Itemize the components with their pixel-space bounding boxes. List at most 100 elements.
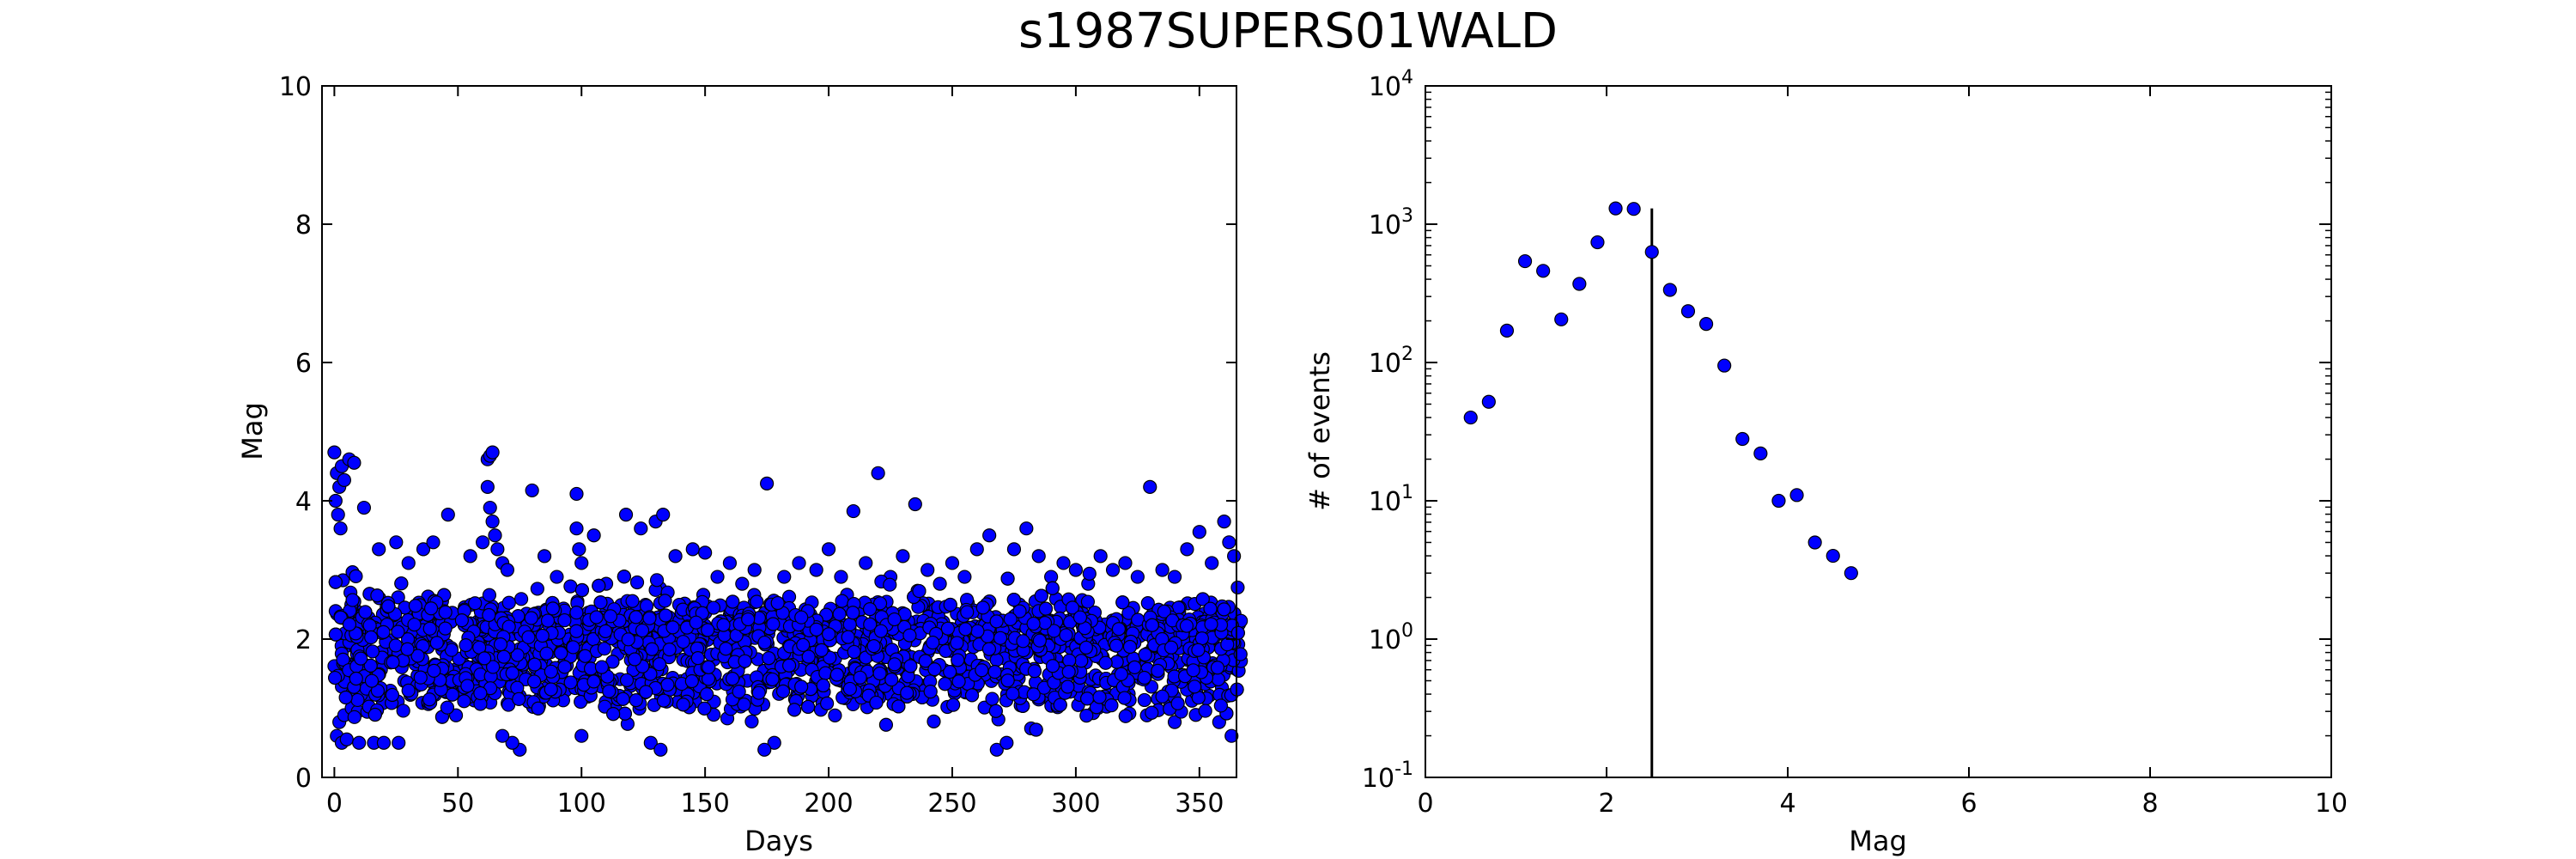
scatter-point — [938, 677, 952, 691]
scatter-point — [1026, 616, 1041, 631]
scatter-point — [338, 690, 353, 705]
scatter-point — [1170, 696, 1185, 710]
scatter-point — [358, 605, 373, 619]
scatter-point — [505, 735, 519, 750]
scatter-point — [485, 515, 500, 529]
scatter-x-tick-label: 100 — [557, 789, 606, 819]
scatter-point — [413, 670, 428, 685]
scatter-point — [557, 660, 572, 674]
scatter-point — [794, 679, 809, 694]
scatter-point — [652, 657, 667, 672]
scatter-y-tick-label: 2 — [295, 625, 312, 655]
scatter-point — [635, 623, 650, 638]
histogram-x-tick-label: 0 — [1417, 789, 1433, 819]
scatter-point — [444, 643, 459, 657]
histogram-x-tick-label: 2 — [1598, 789, 1614, 819]
scatter-point — [621, 632, 635, 647]
scatter-point — [985, 691, 999, 706]
scatter-point — [841, 630, 855, 644]
histogram-x-tick-label: 10 — [2315, 789, 2348, 819]
scatter-point — [950, 636, 964, 650]
scatter-point — [540, 613, 556, 628]
scatter-point — [993, 631, 1008, 645]
scatter-point — [702, 660, 716, 674]
scatter-point — [777, 570, 792, 584]
scatter-point — [1155, 563, 1170, 577]
scatter-point — [426, 535, 440, 550]
scatter-point — [388, 638, 403, 653]
scatter-point — [1045, 581, 1060, 595]
scatter-point — [460, 679, 475, 693]
scatter-point — [328, 670, 343, 685]
scatter-point — [918, 654, 933, 668]
scatter-point — [1227, 549, 1242, 564]
scatter-point — [757, 742, 772, 757]
scatter-point — [539, 646, 554, 661]
scatter-y-axis-label: Mag — [236, 402, 269, 460]
scatter-point — [505, 666, 519, 680]
scatter-point — [468, 596, 483, 611]
histogram-point — [1590, 235, 1605, 250]
scatter-point — [981, 642, 997, 656]
scatter-x-tick-label: 0 — [326, 789, 343, 819]
scatter-point — [1031, 549, 1046, 564]
scatter-point — [501, 595, 516, 610]
scatter-y-tick-label: 0 — [295, 764, 312, 794]
scatter-point — [933, 576, 947, 591]
scatter-point — [747, 563, 762, 577]
scatter-point — [1016, 634, 1030, 649]
scatter-point — [1220, 637, 1235, 652]
scatter-x-tick-label: 300 — [1051, 789, 1100, 819]
scatter-point — [853, 670, 867, 685]
scatter-point — [1117, 691, 1132, 705]
scatter-point — [495, 728, 510, 743]
scatter-point — [891, 699, 906, 714]
scatter-point — [1029, 722, 1043, 737]
scatter-point — [989, 742, 1004, 757]
scatter-point — [676, 635, 690, 649]
figure-title: s1987SUPERS01WALD — [1018, 3, 1558, 59]
scatter-point — [1061, 665, 1076, 679]
scatter-point — [574, 728, 589, 743]
scatter-point — [829, 667, 844, 682]
scatter-point — [668, 549, 683, 564]
scatter-point — [800, 699, 816, 715]
scatter-point — [866, 639, 881, 654]
scatter-point — [482, 588, 497, 602]
scatter-point — [438, 605, 453, 619]
scatter-point — [510, 648, 525, 662]
scatter-point — [1104, 698, 1119, 713]
scatter-point — [530, 582, 544, 596]
scatter-point — [1222, 535, 1236, 550]
scatter-point — [1092, 690, 1107, 704]
scatter-point — [1198, 704, 1212, 718]
scatter-point — [459, 638, 473, 653]
scatter-point — [493, 637, 508, 652]
scatter-point — [643, 735, 658, 750]
histogram-y-tick-label: 101 — [1369, 482, 1413, 517]
scatter-point — [1230, 625, 1245, 640]
scatter-point — [787, 703, 802, 717]
scatter-point — [1127, 660, 1142, 674]
scatter-point — [698, 545, 713, 560]
scatter-point — [617, 706, 632, 721]
scatter-point — [1145, 618, 1159, 632]
scatter-point — [566, 640, 580, 655]
scatter-point — [1203, 601, 1218, 616]
scatter-point — [656, 507, 671, 522]
scatter-point — [1044, 570, 1059, 584]
scatter-point — [1210, 661, 1225, 675]
scatter-point — [760, 476, 775, 490]
scatter-point — [422, 621, 437, 636]
scatter-point — [618, 507, 634, 522]
scatter-point — [628, 652, 642, 667]
histogram-point — [1554, 312, 1569, 326]
scatter-point — [496, 649, 511, 664]
scatter-point — [1145, 705, 1159, 720]
scatter-point — [751, 685, 766, 700]
scatter-point — [792, 556, 806, 570]
scatter-point — [1114, 667, 1128, 681]
scatter-point — [1059, 628, 1073, 643]
scatter-point — [1137, 670, 1151, 685]
scatter-point — [887, 612, 902, 627]
